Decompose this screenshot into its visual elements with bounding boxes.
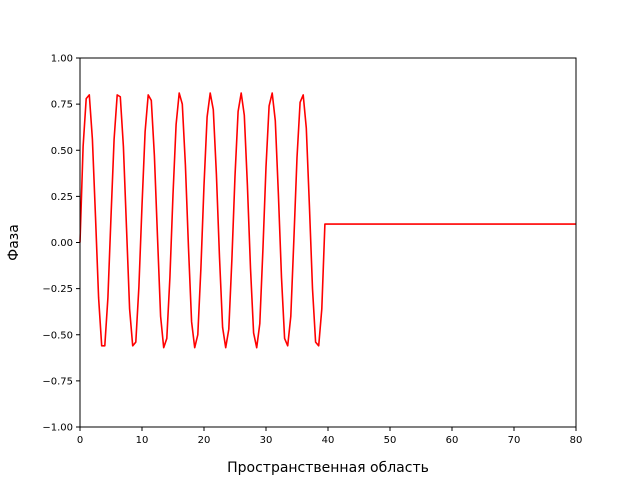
y-tick-label: −0.25	[42, 284, 73, 295]
x-axis-label: Пространственная область	[227, 460, 429, 476]
y-tick-label: 0.75	[51, 100, 73, 111]
y-tick-label: −0.75	[42, 376, 73, 387]
x-tick-label: 80	[570, 435, 583, 446]
x-tick-label: 40	[322, 435, 335, 446]
x-tick-label: 0	[77, 435, 83, 446]
y-tick-label: 0.25	[51, 192, 73, 203]
x-axis-ticks: 0 10 20 30 40 50 60 70 80	[77, 427, 583, 446]
x-tick-label: 60	[446, 435, 459, 446]
plot-area	[79, 92, 576, 349]
series-line-0	[79, 92, 576, 349]
y-axis-ticks: −1.00 −0.75 −0.50 −0.25 0.00 0.25 0.50 0.75 1.00	[42, 54, 80, 434]
x-tick-label: 50	[384, 435, 397, 446]
y-axis-label: Фаза	[6, 224, 22, 261]
x-tick-label: 10	[136, 435, 149, 446]
x-tick-label: 70	[508, 435, 521, 446]
y-tick-label: −0.50	[42, 330, 73, 341]
y-tick-label: −1.00	[42, 423, 73, 434]
x-tick-label: 30	[260, 435, 273, 446]
plot-frame	[79, 57, 577, 428]
y-tick-label: 1.00	[51, 54, 73, 65]
y-tick-label: 0.50	[51, 146, 73, 157]
y-tick-label: 0.00	[51, 238, 73, 249]
x-tick-label: 20	[198, 435, 211, 446]
